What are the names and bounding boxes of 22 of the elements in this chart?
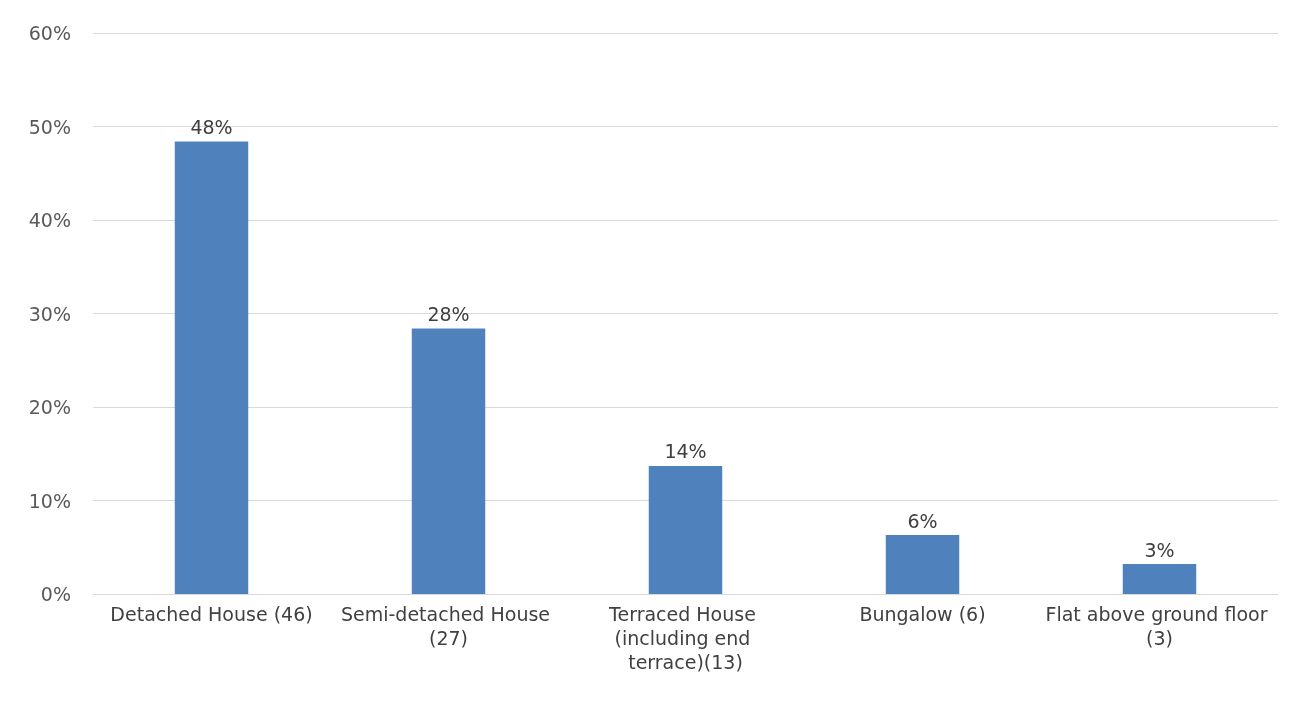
y-tick-label: 30%: [28, 302, 71, 325]
y-tick-label: 20%: [28, 396, 71, 418]
y-tick-label: 0%: [40, 583, 71, 605]
x-tick-label: Bungalow (6): [859, 603, 986, 625]
x-tick-label: Terraced House (including end terrace)(13): [608, 603, 762, 673]
data-label: 3%: [1144, 538, 1175, 561]
x-tick-label: Detached House (46): [110, 603, 313, 625]
data-label: 48%: [190, 115, 233, 138]
bar: [174, 141, 249, 594]
data-label: 28%: [427, 302, 470, 325]
y-tick-label: 50%: [28, 115, 71, 138]
x-tick-label: Flat above ground floor (3): [1045, 603, 1274, 649]
bar: [648, 465, 723, 594]
bar: [411, 328, 486, 594]
y-tick-label: 40%: [28, 209, 71, 231]
data-label: 14%: [664, 440, 707, 463]
bar: [1122, 564, 1197, 594]
x-tick-label: Semi-detached House (27): [340, 603, 557, 649]
y-tick-label: 10%: [28, 489, 71, 512]
data-label: 6%: [907, 509, 938, 532]
bar: [885, 535, 960, 594]
y-tick-label: 60%: [28, 22, 71, 44]
